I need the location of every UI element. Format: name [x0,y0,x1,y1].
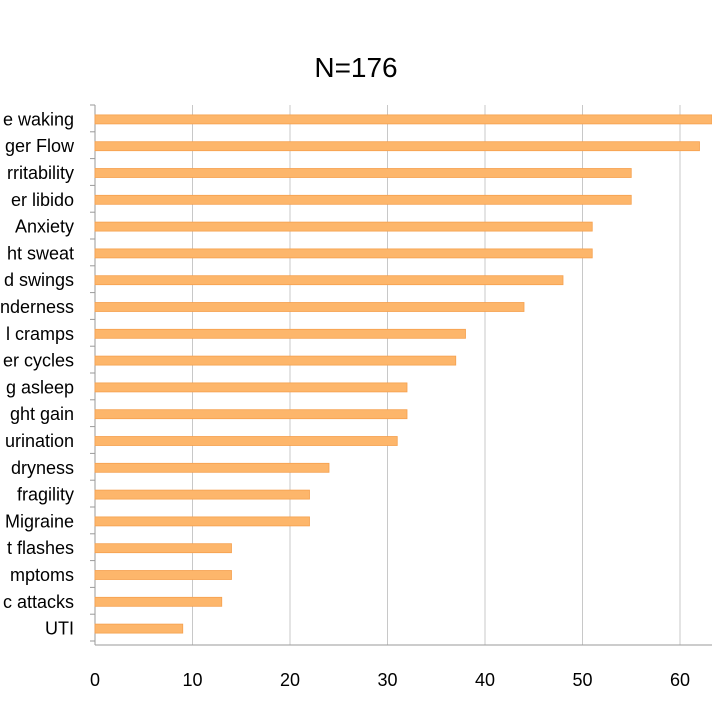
bar [94,355,457,366]
bar [94,141,700,152]
category-label: ght gain [10,404,74,424]
category-label: UTI [45,619,74,639]
category-label: ht sweat [7,243,74,263]
category-label: er cycles [3,351,74,371]
category-label: rritability [7,163,74,183]
category-label: dryness [11,458,74,478]
x-tick-label: 0 [90,670,100,690]
category-label: fragility [17,485,74,505]
bar [94,543,232,554]
bar [94,623,184,634]
bar [94,248,593,259]
x-tick-label: 40 [475,670,495,690]
bar [94,302,525,312]
bar [94,168,632,178]
category-label: urination [5,431,74,451]
bar [94,570,232,580]
category-label: mptoms [10,565,74,585]
category-label: c attacks [3,592,74,612]
category-label: d swings [4,270,74,290]
bar [94,489,310,500]
x-tick-label: 30 [377,670,397,690]
bar [94,382,408,393]
category-label: l cramps [6,324,74,344]
x-tick-label: 60 [670,670,690,690]
bar [94,409,408,420]
category-label: er libido [11,190,74,210]
bar [94,114,712,125]
bar [94,221,593,232]
bar [94,275,564,286]
bar [94,436,398,446]
category-label: nderness [0,297,74,317]
category-label: ger Flow [5,136,75,156]
gridlines [192,105,681,645]
bar [94,516,310,527]
category-labels: e waking ger Flow rritability er libido Anxi… [0,109,75,638]
x-tick-label: 50 [572,670,592,690]
x-tick-label: 10 [182,670,202,690]
bar [94,462,330,473]
bar [94,194,632,205]
category-label: g asleep [6,377,74,397]
chart-title: N=176 [314,52,398,83]
bars [94,114,712,634]
bar [94,596,223,607]
category-label: Migraine [5,511,74,531]
x-tick-labels: 0 10 20 30 40 50 60 [90,670,690,690]
category-label: t flashes [7,538,74,558]
axes [90,104,712,646]
category-label: e waking [3,109,74,129]
x-tick-label: 20 [280,670,300,690]
bar [94,328,466,339]
category-label: Anxiety [15,217,74,237]
